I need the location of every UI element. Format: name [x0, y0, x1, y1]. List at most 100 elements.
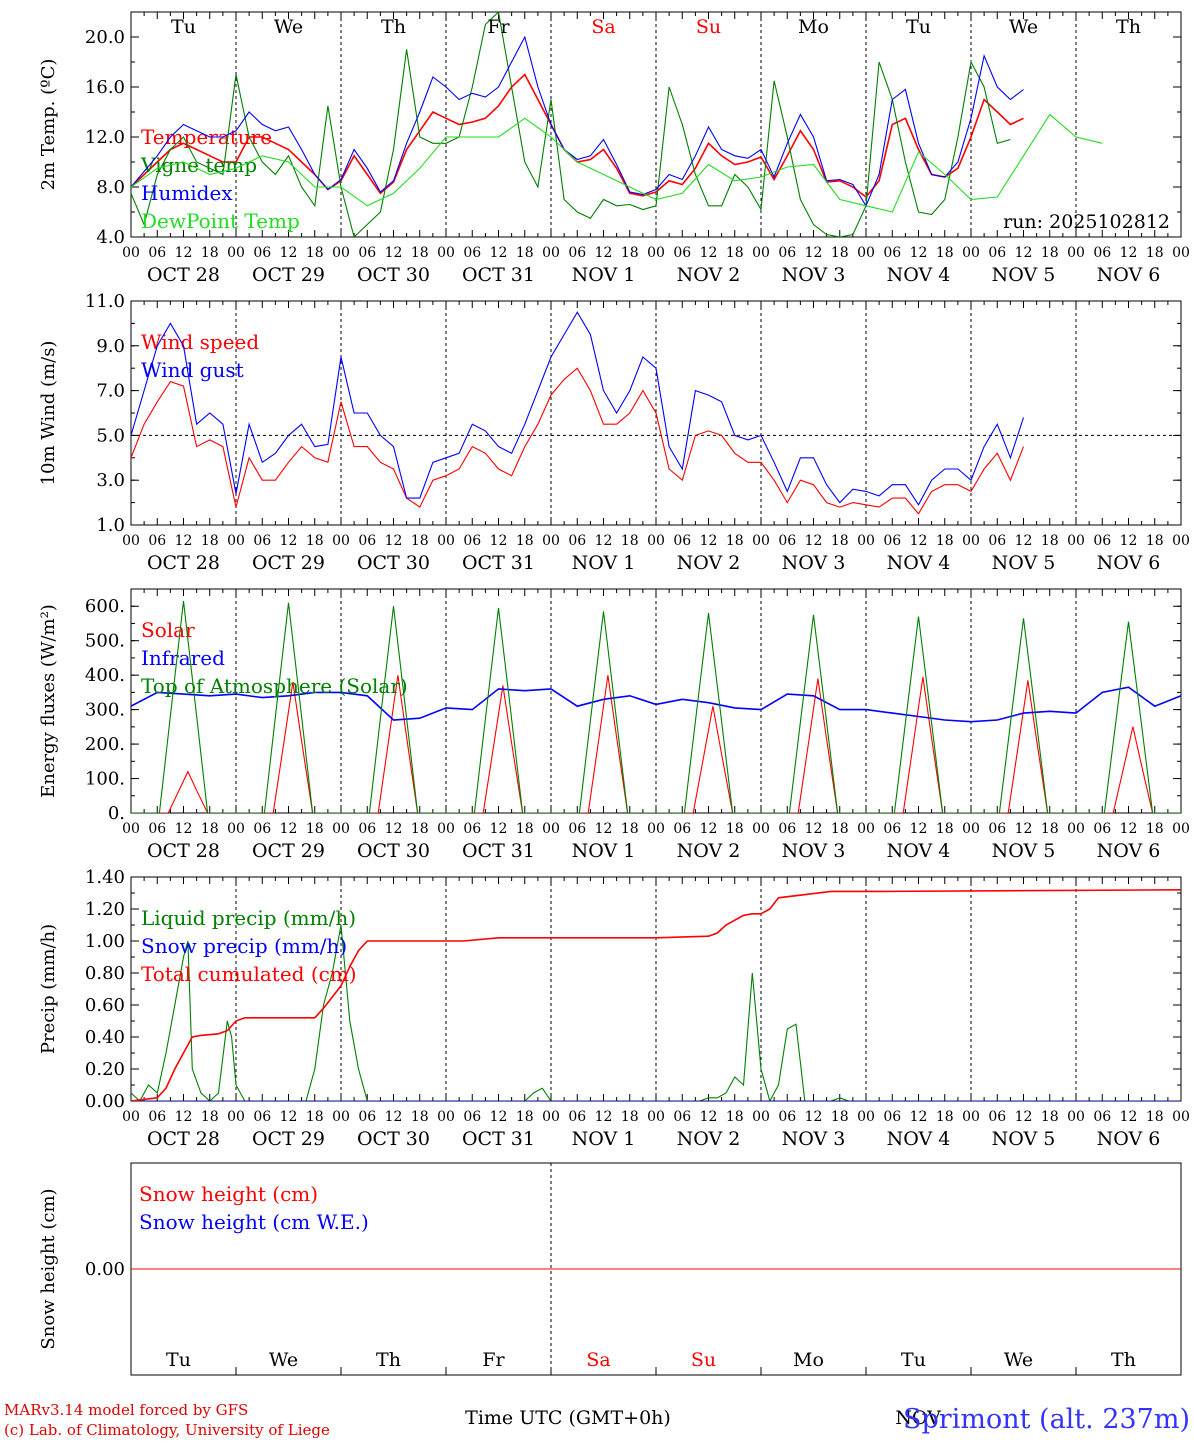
x-hour-label: 00 — [437, 821, 455, 837]
x-date-label: NOV 5 — [992, 840, 1056, 862]
x-hour-label: 12 — [595, 1109, 613, 1125]
x-hour-label: 12 — [805, 821, 823, 837]
series-line-vigne-temp — [131, 12, 1011, 237]
y-tick-label: 0.20 — [85, 1059, 125, 1080]
x-hour-label: 06 — [883, 1109, 901, 1125]
x-hour-label: 12 — [805, 1109, 823, 1125]
x-hour-label: 06 — [988, 1109, 1006, 1125]
x-hour-label: 00 — [122, 1109, 140, 1125]
x-hour-label: 18 — [516, 1109, 534, 1125]
y-tick-label: 0. — [108, 803, 125, 824]
series-line-dewpoint-temp — [131, 113, 1103, 213]
x-hour-label: 00 — [542, 1109, 560, 1125]
x-hour-label: 06 — [673, 245, 691, 261]
x-hour-label: 00 — [437, 245, 455, 261]
day-label: Mo — [798, 16, 829, 38]
x-hour-label: 06 — [1093, 245, 1111, 261]
x-date-label: NOV 4 — [887, 264, 951, 286]
y-tick-label: 12.0 — [85, 127, 125, 148]
x-hour-label: 00 — [1067, 821, 1085, 837]
x-date-label: OCT 28 — [147, 840, 220, 862]
x-hour-label: 18 — [201, 1109, 219, 1125]
x-hour-label: 06 — [253, 821, 271, 837]
x-hour-label: 18 — [831, 245, 849, 261]
ylabel-snow: Snow height (cm) — [38, 1188, 59, 1349]
x-hour-label: 18 — [936, 821, 954, 837]
x-hour-label: 18 — [411, 533, 429, 549]
x-hour-label: 06 — [148, 245, 166, 261]
day-label: We — [269, 1349, 298, 1371]
x-hour-label: 18 — [1041, 533, 1059, 549]
x-date-label: OCT 31 — [462, 264, 535, 286]
x-hour-label: 18 — [411, 1109, 429, 1125]
legend-entry: Temperature — [141, 125, 272, 149]
x-hour-label: 18 — [621, 245, 639, 261]
x-hour-label: 18 — [201, 821, 219, 837]
x-hour-label: 12 — [595, 533, 613, 549]
x-date-label: NOV 5 — [992, 264, 1056, 286]
series-line-wind-gust — [131, 311, 1025, 506]
x-date-label: NOV 2 — [677, 1128, 741, 1150]
x-hour-label: 00 — [1172, 533, 1190, 549]
x-hour-label: 12 — [700, 245, 718, 261]
x-hour-label: 00 — [1067, 245, 1085, 261]
x-hour-label: 06 — [1093, 1109, 1111, 1125]
x-hour-label: 00 — [647, 821, 665, 837]
y-tick-label: 1.40 — [85, 867, 125, 888]
x-date-label: OCT 31 — [462, 840, 535, 862]
x-hour-label: 12 — [805, 245, 823, 261]
x-hour-label: 06 — [568, 821, 586, 837]
x-hour-label: 12 — [700, 821, 718, 837]
x-hour-label: 12 — [175, 533, 193, 549]
x-hour-label: 12 — [910, 821, 928, 837]
y-tick-label: 4.0 — [96, 227, 125, 248]
day-label: Fr — [487, 16, 510, 38]
x-hour-label: 12 — [175, 1109, 193, 1125]
y-tick-label: 3.0 — [96, 470, 125, 491]
x-hour-label: 06 — [988, 245, 1006, 261]
x-hour-label: 18 — [306, 245, 324, 261]
y-tick-label: 16.0 — [85, 77, 125, 98]
x-hour-label: 06 — [673, 1109, 691, 1125]
x-hour-label: 18 — [831, 1109, 849, 1125]
x-hour-label: 06 — [463, 821, 481, 837]
x-hour-label: 12 — [910, 1109, 928, 1125]
x-date-label: NOV 4 — [887, 552, 951, 574]
x-hour-label: 06 — [883, 533, 901, 549]
x-hour-label: 06 — [568, 533, 586, 549]
x-hour-label: 18 — [831, 533, 849, 549]
panel-3: 0. 100. 200. 300. 400. 500. 600. Energy fluxes … — [38, 588, 1190, 862]
series-line-infrared — [131, 686, 1181, 723]
x-hour-label: 18 — [1041, 1109, 1059, 1125]
x-date-label: OCT 30 — [357, 1128, 430, 1150]
series-line-solar — [135, 675, 1181, 813]
x-hour-label: 00 — [857, 533, 875, 549]
x-hour-label: 12 — [175, 821, 193, 837]
x-hour-label: 18 — [306, 821, 324, 837]
x-hour-label: 18 — [621, 1109, 639, 1125]
x-hour-label: 18 — [306, 533, 324, 549]
legend-entry: Snow height (cm) — [139, 1182, 318, 1206]
y-tick-label: 0.40 — [85, 1027, 125, 1048]
y-tick-label: 8.0 — [96, 177, 125, 198]
x-hour-label: 00 — [227, 1109, 245, 1125]
x-hour-label: 06 — [1093, 533, 1111, 549]
x-hour-label: 00 — [962, 821, 980, 837]
x-hour-label: 12 — [490, 821, 508, 837]
x-hour-label: 06 — [148, 821, 166, 837]
y-tick-label: 0.00 — [85, 1091, 125, 1112]
x-hour-label: 00 — [1067, 533, 1085, 549]
x-hour-label: 00 — [122, 533, 140, 549]
x-hour-label: 00 — [332, 533, 350, 549]
x-hour-label: 12 — [1015, 1109, 1033, 1125]
panel-1: 4.0 8.0 12.0 16.0 20.0 2m Temp. (ºC) 00 06 12 18 O… — [38, 11, 1190, 286]
x-hour-label: 18 — [1146, 1109, 1164, 1125]
x-hour-label: 00 — [962, 533, 980, 549]
x-date-label: OCT 29 — [252, 840, 325, 862]
x-hour-label: 12 — [805, 533, 823, 549]
x-hour-label: 12 — [385, 821, 403, 837]
x-date-label: NOV 3 — [782, 1128, 846, 1150]
series-line-humidex — [131, 35, 1024, 208]
y-tick-label: 1.00 — [85, 931, 125, 952]
x-date-label: NOV 4 — [887, 840, 951, 862]
